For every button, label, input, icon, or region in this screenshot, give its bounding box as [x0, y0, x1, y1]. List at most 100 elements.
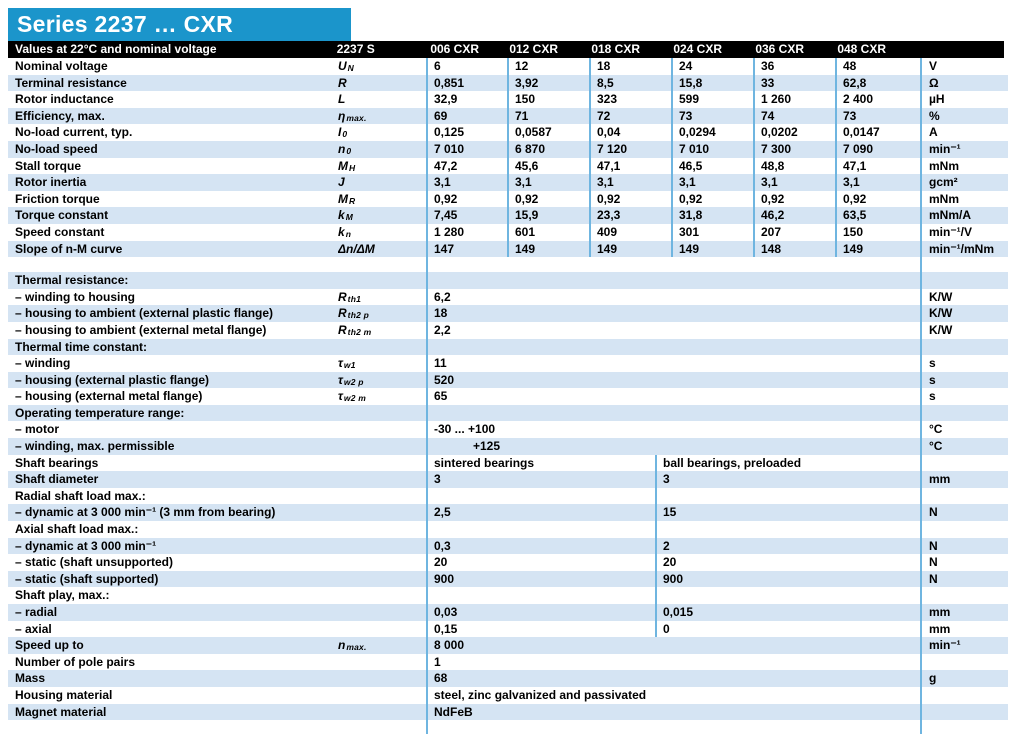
row-value: 0,92 [507, 190, 589, 208]
symbol-base: τ [338, 356, 343, 371]
row-values: 0,851 3,92 8,5 15,8 33 62,8 [426, 74, 920, 92]
row-value [428, 521, 655, 538]
row-label: Speed up to [15, 638, 84, 653]
row-values: 7 010 6 870 7 120 7 010 7 300 7 090 [426, 140, 920, 158]
row-value: 147 [434, 241, 455, 256]
row-value: ball bearings, preloaded [655, 454, 920, 472]
row-unit: mNm/A [920, 207, 1008, 224]
row-value: 0,125 [434, 125, 465, 140]
row-symbol [338, 621, 426, 638]
row-unit: s [920, 388, 1008, 405]
row-symbol: R [338, 75, 426, 92]
row-values: 1 [426, 653, 920, 671]
row-label: Stall torque [15, 158, 82, 173]
row-unit [920, 454, 1008, 472]
table-row: Shaft play, max.: [8, 587, 1008, 604]
row-value: 63,5 [835, 207, 920, 224]
row-label: Shaft diameter [15, 472, 99, 487]
row-value: 0 [655, 620, 920, 638]
row-values: -30 ... +100 [426, 421, 920, 439]
row-values [426, 720, 920, 735]
row-values: 0,15 0 [426, 620, 920, 638]
row-unit: K/W [920, 305, 1008, 322]
row-value: 0,92 [671, 190, 753, 208]
row-value: 3,1 [835, 174, 920, 191]
symbol-base: J [338, 175, 345, 190]
row-values: 0,125 0,0587 0,04 0,0294 0,0202 0,0147 [426, 124, 920, 141]
symbol-subscript: N [347, 63, 355, 73]
row-value: 0,92 [753, 190, 835, 208]
row-label: Housing material [15, 687, 113, 702]
row-values: 3,1 3,1 3,1 3,1 3,1 3,1 [426, 174, 920, 191]
row-symbol [338, 455, 426, 472]
row-symbol: τw2 p [338, 372, 426, 389]
row-symbol [338, 554, 426, 571]
symbol-subscript: M [345, 212, 353, 223]
row-value: +125 [473, 439, 501, 454]
symbol-subscript: R [349, 195, 356, 206]
row-unit: g [920, 670, 1008, 687]
table-row: Shaft diameter 3 3 mm [8, 471, 1008, 488]
row-values: 11 [426, 355, 920, 372]
symbol-subscript: w1 [343, 360, 356, 371]
table-row: – housing (external plastic flange) τw2 p… [8, 371, 1008, 389]
row-symbol: nmax. [338, 637, 426, 654]
row-value: 7 010 [434, 141, 465, 156]
variant-column-header: 018 CXR [591, 42, 641, 56]
row-unit: min⁻¹ [920, 140, 1008, 158]
symbol-base: n [338, 638, 346, 653]
symbol-base: Δn/ΔM [338, 241, 375, 256]
symbol-subscript: w2 m [343, 393, 366, 404]
row-label: – housing (external plastic flange) [15, 372, 210, 387]
row-values [426, 487, 920, 505]
table-row: – housing (external metal flange) τw2 m 65… [8, 388, 1008, 405]
row-label: Speed constant [15, 224, 105, 239]
row-values [426, 587, 920, 604]
row-value: 520 [434, 372, 455, 387]
row-unit: K/W [920, 288, 1008, 306]
row-value: 149 [589, 240, 671, 258]
row-unit: s [920, 371, 1008, 389]
row-value: 0,0147 [835, 124, 920, 141]
table-row: Stall torque MH 47,2 45,6 47,1 46,5 48,8 47,1 mN… [8, 157, 1008, 175]
row-value: 48 [835, 58, 920, 75]
row-label: Terminal resistance [15, 75, 127, 90]
row-unit [920, 404, 1008, 422]
row-unit: gcm² [920, 174, 1008, 191]
row-label: Shaft bearings [15, 455, 99, 470]
row-label [8, 720, 338, 734]
row-symbol [338, 521, 426, 538]
row-values: 69 71 72 73 74 73 [426, 107, 920, 125]
row-value: 73 [671, 107, 753, 125]
row-value: 3 [434, 472, 441, 487]
table-row: Terminal resistance R 0,851 3,92 8,5 15,8 33 62… [8, 74, 1008, 92]
row-value: 3,92 [507, 74, 589, 92]
table-row: – housing to ambient (external metal fla… [8, 321, 1008, 339]
row-values: 18 [426, 305, 920, 322]
symbol-subscript: w2 p [343, 376, 364, 387]
row-value: 23,3 [589, 207, 671, 224]
table-header-row: Values at 22°C and nominal voltage 2237 … [8, 41, 1004, 58]
row-symbol: ηmax. [338, 108, 426, 125]
table-spacer-row [8, 720, 1008, 735]
row-value [655, 487, 920, 505]
row-label: Axial shaft load max.: [15, 522, 139, 537]
row-label: No-load speed [15, 141, 98, 156]
row-unit: mm [920, 471, 1008, 488]
row-values: 7,45 15,9 23,3 31,8 46,2 63,5 [426, 207, 920, 224]
row-label: Friction torque [15, 191, 100, 206]
table-row: – axial 0,15 0 mm [8, 620, 1008, 638]
row-value: 3,1 [589, 174, 671, 191]
row-value: 601 [507, 223, 589, 241]
symbol-subscript: th1 [347, 293, 362, 304]
row-values [426, 521, 920, 538]
symbol-base: U [338, 59, 347, 73]
row-values: 520 [426, 371, 920, 389]
table-row: – radial 0,03 0,015 mm [8, 604, 1008, 621]
row-value: 62,8 [835, 74, 920, 92]
row-label: – housing (external metal flange) [15, 389, 203, 404]
row-value: 7 010 [671, 140, 753, 158]
row-values: 2,5 15 [426, 504, 920, 522]
row-value: 72 [589, 107, 671, 125]
row-unit: K/W [920, 321, 1008, 339]
